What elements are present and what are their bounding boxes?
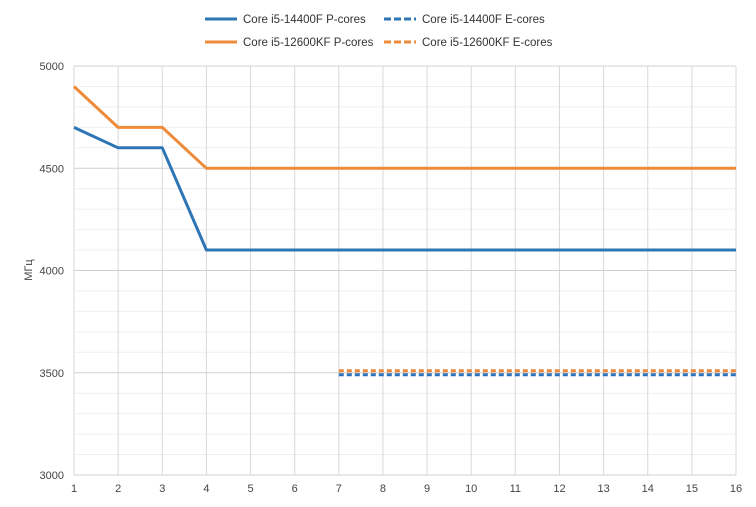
y-axis-title: МГц <box>23 259 35 281</box>
grid <box>73 65 737 476</box>
x-tick-label: 6 <box>292 483 298 495</box>
x-tick-label: 8 <box>380 483 386 495</box>
series-line-core-i5-14400f-p-cores <box>73 126 736 252</box>
series-line-core-i5-12600kf-p-cores <box>72 85 736 170</box>
y-axis-ticks: 3000 3500 4000 4500 5000 <box>40 61 64 482</box>
x-tick-label: 15 <box>686 483 698 495</box>
y-tick-label: 3000 <box>40 470 64 482</box>
x-tick-label: 5 <box>247 483 253 495</box>
x-tick-label: 1 <box>71 483 77 495</box>
x-tick-label: 13 <box>597 483 609 495</box>
legend-label: Core i5-12600KF P-cores <box>243 37 374 49</box>
x-tick-label: 10 <box>465 483 477 495</box>
x-axis-ticks: 1 2 3 4 5 6 7 8 9 10 11 12 13 14 15 16 <box>71 483 742 495</box>
legend-label: Core i5-14400F P-cores <box>243 14 366 26</box>
x-tick-label: 11 <box>510 483 521 495</box>
x-tick-label: 9 <box>424 483 430 495</box>
series-lines <box>72 85 736 377</box>
y-tick-label: 4500 <box>40 163 64 175</box>
legend: Core i5-14400F P-cores Core i5-14400F E-c… <box>205 14 553 49</box>
legend-label: Core i5-12600KF E-cores <box>422 37 553 49</box>
x-tick-label: 14 <box>642 483 654 495</box>
x-tick-label: 3 <box>159 483 165 495</box>
legend-label: Core i5-14400F E-cores <box>422 14 545 26</box>
x-tick-label: 7 <box>336 483 342 495</box>
x-tick-label: 12 <box>553 483 565 495</box>
x-tick-label: 4 <box>203 483 209 495</box>
y-tick-label: 4000 <box>40 266 64 278</box>
y-tick-label: 5000 <box>40 61 64 73</box>
x-tick-label: 2 <box>115 483 121 495</box>
x-tick-label: 16 <box>730 483 742 495</box>
y-tick-label: 3500 <box>40 368 64 380</box>
